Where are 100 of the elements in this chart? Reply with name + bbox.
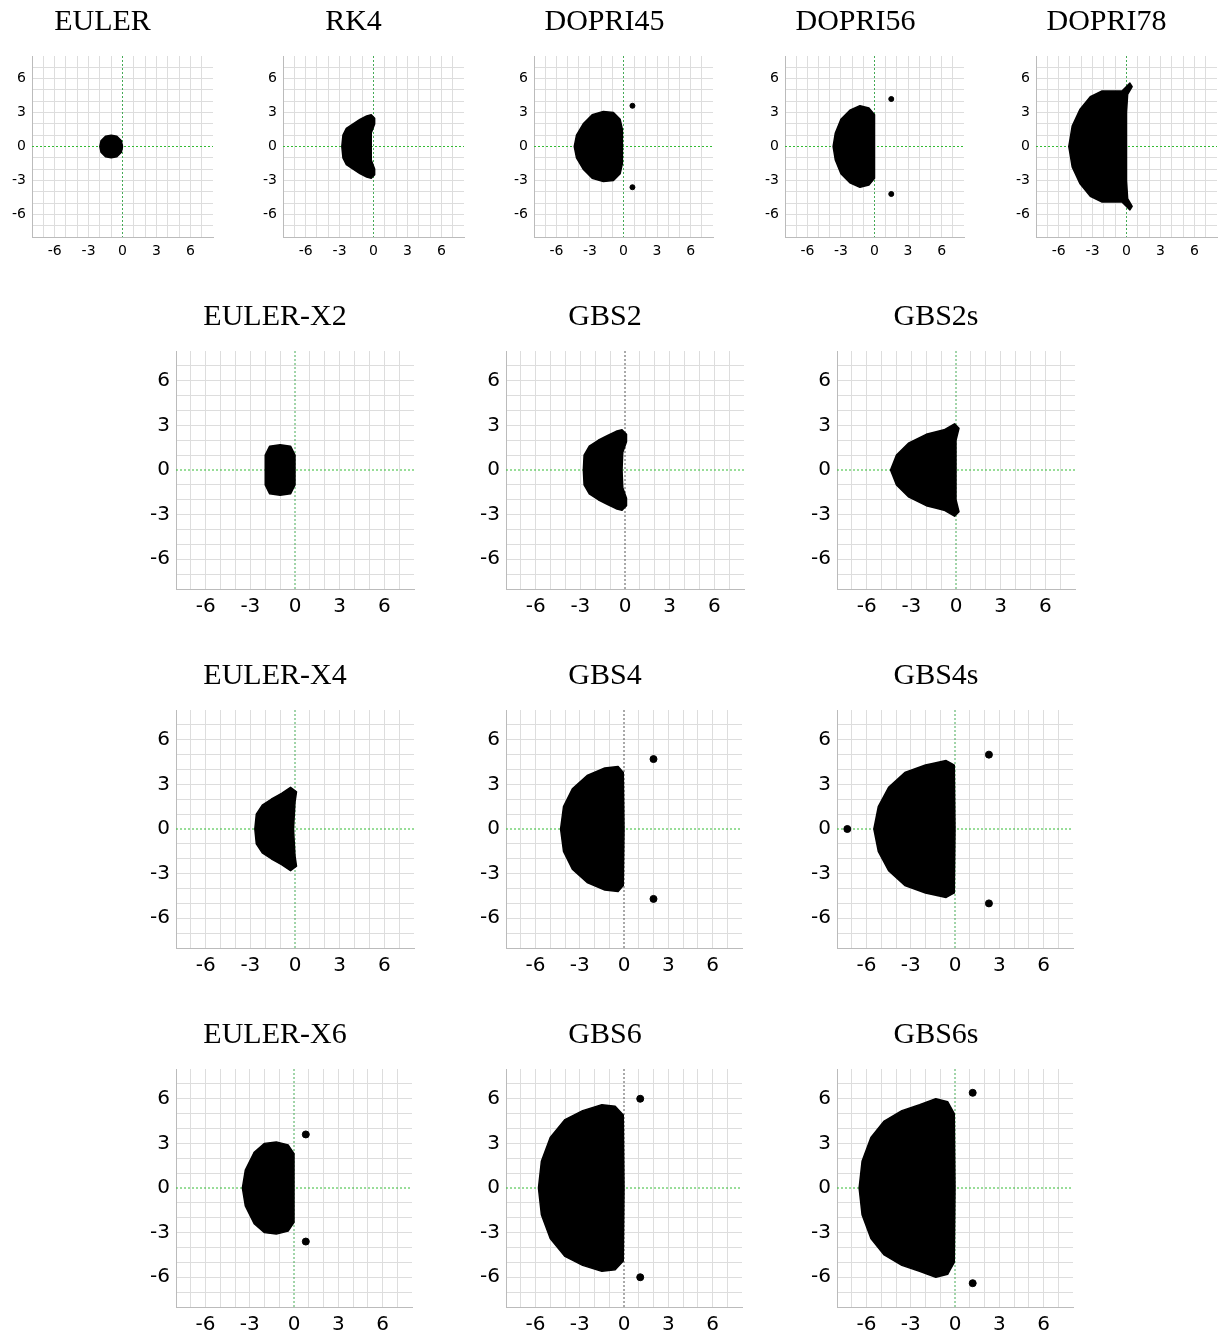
x-tick-label: 3 [992, 1311, 1006, 1336]
y-tick-label: 0 [487, 815, 500, 840]
x-tick-label: -3 [332, 242, 347, 259]
chart-title: EULER-X2 [203, 297, 347, 331]
y-tick-label: 0 [487, 1174, 500, 1199]
x-tick-label: 3 [402, 242, 412, 259]
chart-title: EULER-X6 [203, 1015, 347, 1049]
y-tick-label: 6 [770, 69, 780, 86]
x-tick-label: 3 [663, 593, 676, 618]
x-tick-label: 0 [1122, 242, 1131, 259]
y-tick-label: 6 [487, 366, 500, 391]
x-tick-label: -3 [1085, 242, 1100, 259]
y-tick-label: 3 [268, 103, 277, 120]
y-tick-label: -3 [811, 859, 831, 884]
y-tick-label: 0 [487, 456, 500, 481]
y-tick-label: -3 [480, 859, 500, 884]
y-tick-label: 6 [157, 725, 170, 750]
y-tick-label: -3 [811, 1218, 831, 1243]
y-tick-label: 0 [157, 815, 170, 840]
x-tick-label: -6 [856, 593, 877, 618]
x-tick-label: -3 [569, 952, 590, 977]
y-tick-label: 6 [17, 69, 27, 86]
x-tick-label: 0 [619, 242, 628, 259]
y-tick-label: -6 [811, 545, 831, 570]
x-tick-label: 6 [706, 1311, 719, 1336]
y-tick-label: 0 [157, 456, 170, 481]
y-tick-label: 3 [487, 1129, 500, 1154]
x-tick-label: 6 [707, 593, 721, 618]
x-tick-label: 0 [949, 593, 963, 618]
x-tick-label: -6 [47, 242, 62, 259]
y-tick-label: -3 [1016, 171, 1030, 188]
y-tick-label: -6 [765, 205, 780, 222]
y-tick-label: 3 [818, 1129, 831, 1154]
x-tick-label: 0 [617, 1311, 631, 1336]
x-tick-label: 6 [377, 952, 391, 977]
x-tick-label: -6 [1051, 242, 1066, 259]
y-tick-label: -6 [150, 1263, 170, 1288]
x-tick-label: -3 [900, 1311, 921, 1336]
x-tick-label: 3 [994, 593, 1007, 618]
x-tick-label: -6 [195, 593, 216, 618]
y-tick-label: 0 [519, 137, 528, 154]
y-tick-label: -3 [480, 500, 500, 525]
chart-title: GBS6 [568, 1015, 642, 1049]
y-tick-label: -6 [480, 1263, 500, 1288]
y-tick-label: -6 [480, 545, 500, 570]
x-tick-label: -6 [549, 242, 564, 259]
y-tick-label: -3 [480, 1218, 500, 1243]
x-tick-label: 0 [618, 593, 632, 618]
chart-title: DOPRI56 [795, 2, 916, 36]
x-tick-label: -3 [239, 1311, 260, 1336]
y-tick-label: 3 [17, 103, 26, 120]
y-tick-label: 6 [818, 366, 831, 391]
chart-title: GBS2 [568, 297, 642, 331]
x-tick-label: 3 [661, 1311, 675, 1336]
x-tick-label: 6 [1037, 1311, 1050, 1336]
chart-title: GBS6s [893, 1015, 979, 1049]
x-tick-label: 3 [1155, 242, 1165, 259]
chart-title: EULER-X4 [203, 656, 347, 690]
x-tick-label: -6 [298, 242, 313, 259]
x-tick-label: -3 [570, 593, 591, 618]
chart-title: GBS4 [568, 656, 642, 690]
x-tick-label: -6 [856, 1311, 877, 1336]
y-tick-label: 6 [157, 366, 170, 391]
x-tick-label: 6 [185, 242, 195, 259]
x-tick-label: -6 [856, 952, 877, 977]
y-tick-label: 6 [519, 69, 529, 86]
y-tick-label: 3 [157, 1129, 170, 1154]
y-tick-label: 0 [818, 456, 831, 481]
y-tick-label: -6 [150, 904, 170, 929]
x-tick-label: 6 [1038, 593, 1052, 618]
x-tick-label: 3 [903, 242, 913, 259]
y-tick-label: 0 [268, 137, 277, 154]
y-tick-label: 3 [157, 411, 170, 436]
y-tick-label: -3 [150, 859, 170, 884]
y-tick-label: -3 [150, 1218, 170, 1243]
x-tick-label: 0 [948, 952, 962, 977]
y-tick-label: -3 [811, 500, 831, 525]
x-tick-label: -3 [900, 952, 921, 977]
x-tick-label: 3 [992, 952, 1006, 977]
x-tick-label: 0 [369, 242, 378, 259]
y-tick-label: -6 [1016, 205, 1031, 222]
x-tick-label: 6 [686, 242, 696, 259]
x-tick-label: 6 [706, 952, 719, 977]
y-tick-label: -6 [12, 205, 27, 222]
x-tick-label: 0 [287, 1311, 301, 1336]
x-tick-label: 6 [376, 1311, 389, 1336]
y-tick-label: -6 [811, 904, 831, 929]
y-tick-label: 6 [157, 1084, 170, 1109]
x-tick-label: -3 [81, 242, 96, 259]
chart-title: DOPRI45 [544, 2, 665, 36]
x-tick-label: 6 [937, 242, 947, 259]
x-tick-label: -3 [833, 242, 848, 259]
y-tick-label: 0 [17, 137, 26, 154]
y-tick-label: 0 [770, 137, 779, 154]
y-tick-label: 0 [157, 1174, 170, 1199]
y-tick-label: -3 [765, 171, 779, 188]
y-tick-label: -3 [263, 171, 277, 188]
x-tick-label: 6 [436, 242, 446, 259]
y-tick-label: 3 [519, 103, 528, 120]
x-tick-label: 6 [1189, 242, 1199, 259]
